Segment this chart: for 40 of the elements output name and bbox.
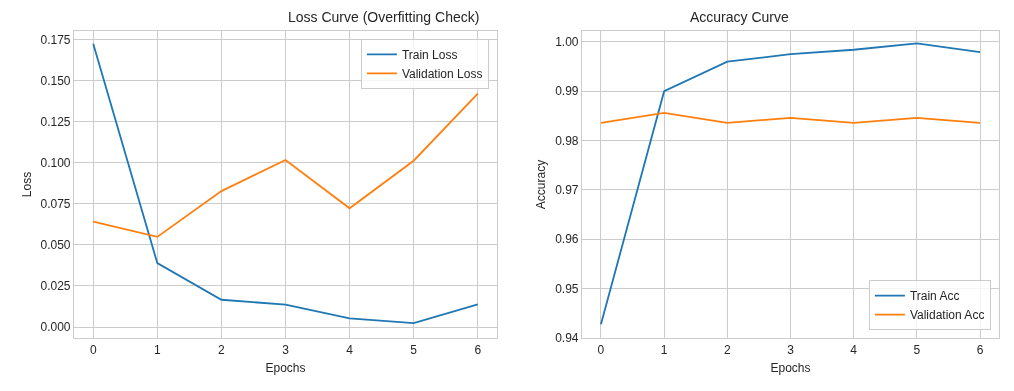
x-tick-label: 4 bbox=[850, 342, 858, 357]
legend-label: Validation Loss bbox=[401, 67, 483, 81]
x-tick-label: 3 bbox=[787, 342, 795, 357]
x-tick-label: 2 bbox=[218, 342, 226, 357]
y-tick-label: 0.100 bbox=[40, 156, 71, 171]
y-tick-label: 0.075 bbox=[40, 197, 71, 212]
legend-label: Train Loss bbox=[401, 48, 458, 62]
y-axis-title: Accuracy bbox=[534, 159, 549, 210]
y-tick-label: 0.125 bbox=[40, 114, 71, 129]
y-tick-label: 0.94 bbox=[555, 331, 579, 346]
x-tick-label: 0 bbox=[597, 342, 605, 357]
x-tick-label: 0 bbox=[89, 342, 97, 357]
x-tick-label: 6 bbox=[976, 342, 984, 357]
x-axis-title: Epochs bbox=[770, 361, 811, 376]
y-tick-label: 1.00 bbox=[555, 35, 579, 50]
x-tick-label: 4 bbox=[346, 342, 354, 357]
legend-label: Train Acc bbox=[909, 289, 960, 304]
x-tick-label: 2 bbox=[723, 342, 731, 357]
y-tick-label: 0.98 bbox=[555, 133, 579, 148]
y-tick-label: 0.99 bbox=[555, 84, 579, 99]
y-tick-label: 0.000 bbox=[40, 320, 71, 335]
y-tick-label: 0.050 bbox=[40, 238, 71, 253]
x-axis-title: Epochs bbox=[265, 361, 306, 376]
y-tick-label: 0.97 bbox=[555, 183, 579, 198]
chart-title: Accuracy Curve bbox=[690, 9, 790, 25]
x-tick-label: 5 bbox=[410, 342, 418, 357]
x-tick-label: 5 bbox=[913, 342, 921, 357]
y-tick-label: 0.95 bbox=[555, 281, 579, 296]
chart-title: Loss Curve (Overfitting Check) bbox=[288, 9, 480, 25]
y-tick-label: 0.96 bbox=[555, 232, 579, 247]
x-tick-label: 3 bbox=[282, 342, 290, 357]
line-series bbox=[92, 92, 479, 238]
y-tick-label: 0.025 bbox=[40, 279, 71, 294]
x-tick-label: 1 bbox=[153, 342, 161, 357]
y-tick-label: 0.175 bbox=[40, 32, 71, 47]
y-axis-title: Loss bbox=[19, 171, 34, 198]
x-tick-label: 6 bbox=[474, 342, 482, 357]
y-tick-label: 0.150 bbox=[40, 73, 71, 88]
x-tick-label: 1 bbox=[660, 342, 668, 357]
legend-label: Validation Acc bbox=[909, 308, 985, 323]
